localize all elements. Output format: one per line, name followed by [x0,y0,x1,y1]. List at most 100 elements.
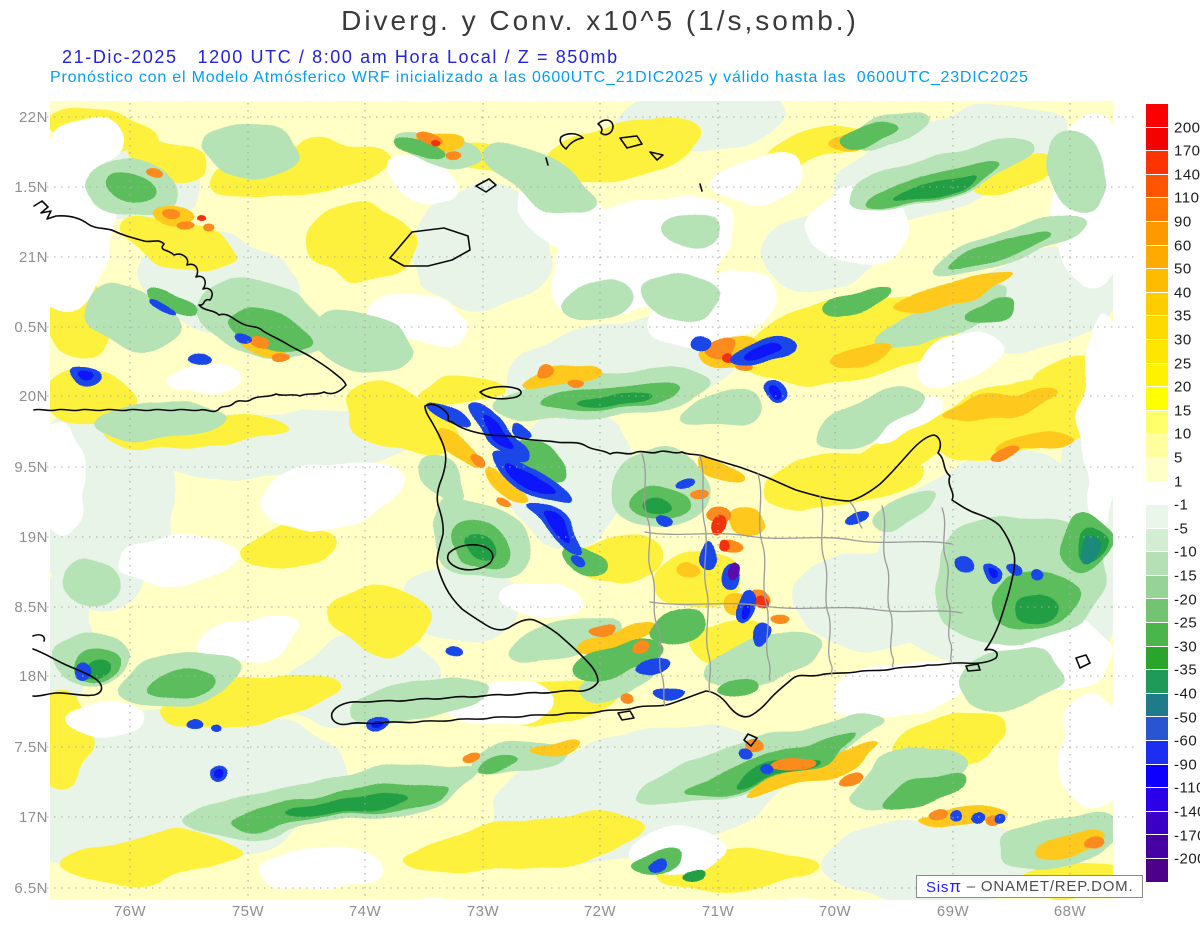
lon-label: 71W [702,903,735,920]
colorbar-cell [1146,693,1168,718]
island-islet-3 [649,151,664,161]
lon-label: 69W [937,903,970,920]
colorbar-label: 10 [1174,425,1192,443]
island-ile-a-vache [617,710,635,721]
colorbar-label: 5 [1174,449,1183,467]
colorbar-label: 15 [1174,402,1192,420]
colorbar-cell [1146,292,1168,317]
lat-label: 17N [19,809,48,826]
colorbar-cell [1146,457,1168,482]
colorbar-cell [1146,151,1168,175]
axis-labels: 22N 1.5N 21N 0.5N 20N 9.5N 19N 8.5N 18N 7.5N 17N 6.… [14,109,1086,920]
colorbar-cell [1146,764,1168,789]
gridlines [40,103,1135,898]
colorbar-cell [1146,552,1168,576]
colorbar-label: -5 [1174,520,1189,538]
colorbar-cell [1146,198,1168,222]
colorbar-cell [1146,646,1168,671]
lat-label: 20N [19,388,48,405]
colorbar-cell [1146,528,1168,553]
colorbar-label: 1 [1174,473,1183,491]
lat-label: 21N [19,249,48,266]
colorbar-label: -10 [1174,543,1198,561]
colorbar-cell [1146,623,1168,647]
lat-label: 6.5N [14,880,48,897]
colorbar-label: 110 [1174,189,1200,207]
island-beata [743,733,758,747]
island-gonave [446,544,494,571]
colorbar-cell [1146,387,1168,411]
lat-label: 9.5N [14,459,48,476]
colorbar-label: 170 [1174,142,1200,160]
colorbar-label: 25 [1174,355,1192,373]
lat-label: 18N [19,668,48,685]
colorbar-cell [1146,599,1168,624]
attribution-org: – ONAMET/REP.DOM. [961,878,1134,895]
page-title: Diverg. y Conv. x10^5 (1/s,somb.) [341,5,859,36]
colorbar-cell [1146,788,1168,812]
coast-cuba [33,200,347,413]
colorbar-cell [1146,717,1168,742]
island-islet-1 [597,119,614,136]
colorbar-cell [1146,811,1168,836]
colorbar-label: -140 [1174,803,1200,821]
colorbar [1146,104,1168,883]
lat-label: 22N [19,109,48,126]
colorbar-label: -60 [1174,732,1198,750]
divergence-field [50,101,1113,900]
colorbar-cell [1146,339,1168,364]
colorbar-cell [1146,316,1168,340]
province-borders [641,453,963,707]
island-saona [965,663,981,672]
colorbar-label: -50 [1174,709,1198,727]
colorbar-label: -170 [1174,827,1200,845]
colorbar-cell [1146,670,1168,694]
colorbar-label: 50 [1174,260,1192,278]
colorbar-cell [1146,221,1168,246]
coast-jamaica [32,648,103,697]
lon-label: 70W [819,903,852,920]
colorbar-label: 90 [1174,213,1192,231]
lat-label: 19N [19,529,48,546]
island-tick-2 [699,183,703,192]
colorbar-label: 200 [1174,119,1200,137]
colorbar-cell [1146,575,1168,600]
colorbar-label: -1 [1174,496,1189,514]
colorbar-label: 35 [1174,307,1192,325]
colorbar-label: 40 [1174,284,1192,302]
colorbar-cell [1146,104,1168,128]
colorbar-label: -15 [1174,567,1198,585]
coastlines [32,119,1091,747]
colorbar-label: 60 [1174,237,1192,255]
coast-hispaniola [330,403,1016,726]
island-great-inagua [389,227,471,267]
pi-symbol: π [949,876,962,896]
island-tick-1 [545,157,549,166]
lon-label: 68W [1054,903,1087,920]
attribution-box: Sisπ – ONAMET/REP.DOM. [916,875,1144,898]
colorbar-label: 20 [1174,378,1192,396]
lon-label: 74W [349,903,382,920]
colorbar-label: -30 [1174,638,1198,656]
colorbar-label: -110 [1174,779,1200,797]
subtitle-model-validity: Pronóstico con el Modelo Atmósferico WRF… [50,69,1029,86]
lat-label: 7.5N [14,739,48,756]
lon-label: 76W [114,903,147,920]
lat-label: 0.5N [14,319,48,336]
subtitle-datetime: 21-Dic-2025 1200 UTC / 8:00 am Hora Loca… [62,47,619,67]
colorbar-label: -90 [1174,756,1198,774]
island-mona [1075,654,1091,669]
colorbar-label: 140 [1174,166,1200,184]
island-little-inagua [475,178,497,193]
colorbar-cell [1146,127,1168,152]
colorbar-cell [1146,363,1168,388]
island-islet-2 [619,135,643,149]
colorbar-cell [1146,481,1168,506]
coast-jamaica-tip [32,634,46,642]
lon-label: 73W [467,903,500,920]
colorbar-label: -25 [1174,614,1198,632]
colorbar-cell [1146,859,1168,883]
colorbar-label: -20 [1174,591,1198,609]
